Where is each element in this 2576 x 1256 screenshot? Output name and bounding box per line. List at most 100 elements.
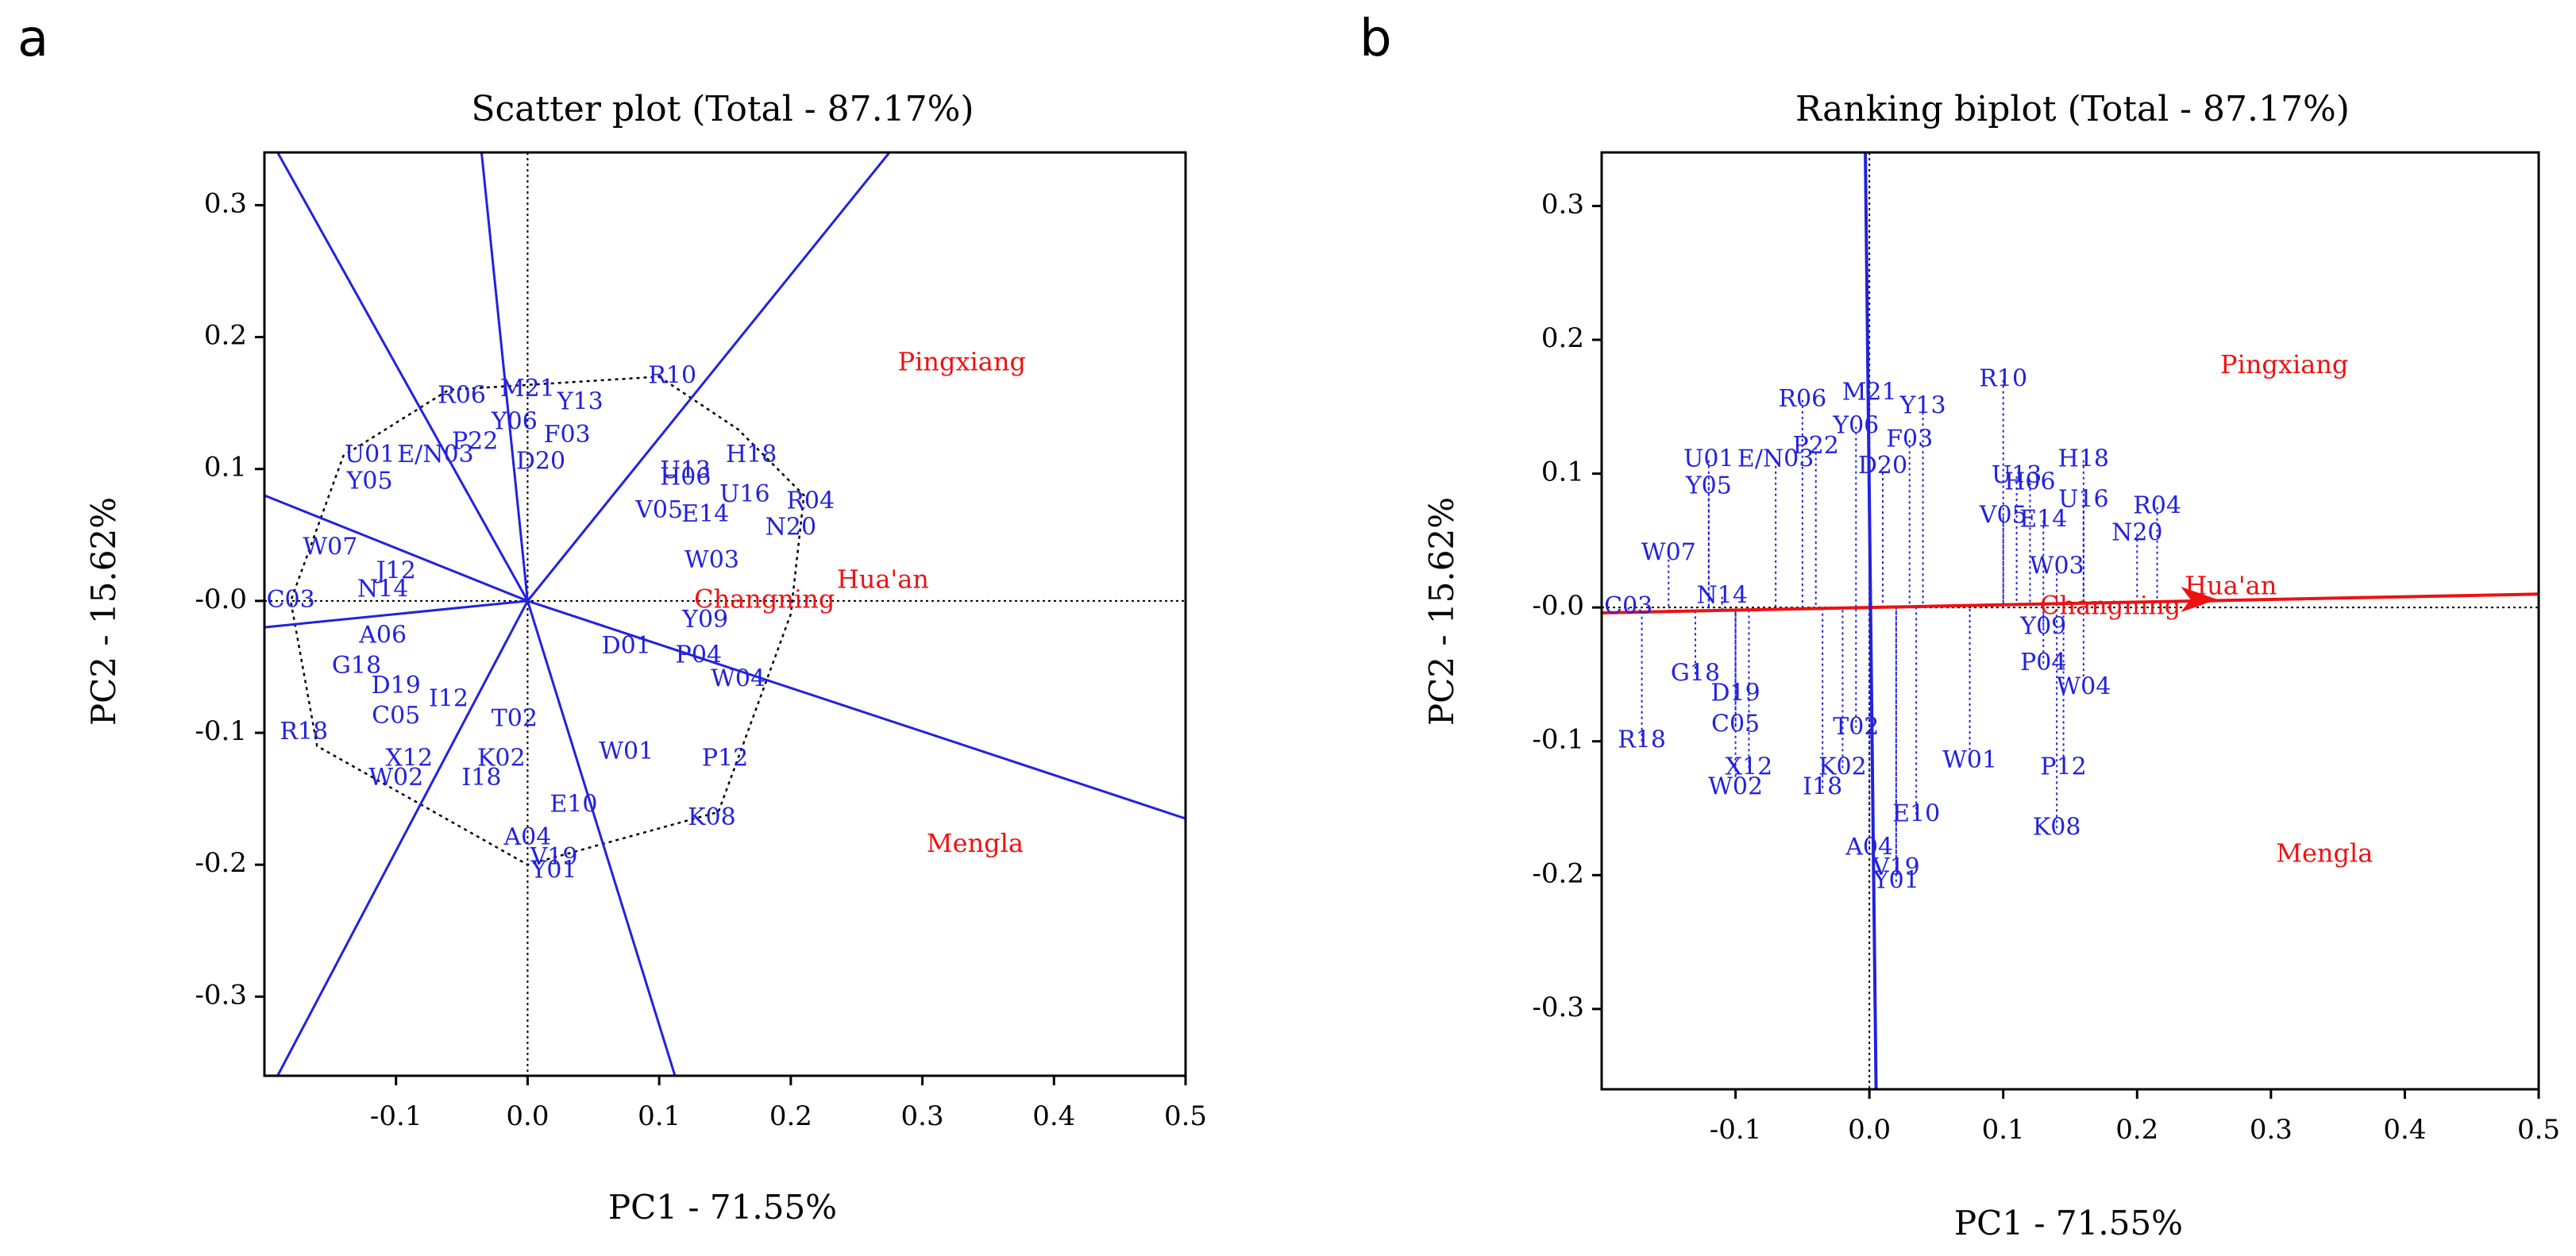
genotype-label-31-a: C05 (372, 702, 420, 730)
x-tick-label-6-a: 0.5 (1164, 1100, 1207, 1132)
genotype-label-35-a: K02 (477, 744, 526, 772)
genotype-label-34-a: W02 (368, 764, 423, 792)
genotype-label-18-a: V05 (634, 496, 683, 524)
genotype-label-3-b: Y13 (1899, 391, 1946, 419)
environment-label-2-a: Changning (694, 584, 835, 614)
genotype-label-12-b: H06 (2004, 468, 2055, 495)
genotype-label-21-b: N14 (1696, 582, 1747, 610)
sector-ray-6-a (264, 494, 528, 603)
x-tick-label-1-b: 0.0 (1848, 1114, 1891, 1146)
genotype-label-8-a: E/N03 (397, 441, 473, 468)
y-tick-label-3-a: -0.0 (195, 584, 247, 615)
genotype-label-41-a: A04 (503, 823, 552, 851)
genotype-label-7-a: U01 (345, 441, 395, 468)
genotype-label-10-b: H18 (2058, 445, 2109, 473)
genotype-label-33-a: X12 (386, 744, 434, 772)
y-tick-label-6-b: -0.3 (1532, 992, 1584, 1023)
x-tick-label-4-b: 0.3 (2250, 1114, 2293, 1146)
y-tick-label-4-b: -0.1 (1532, 724, 1584, 756)
genotype-label-6-b: F03 (1886, 425, 1933, 453)
genotype-label-6-a: F03 (544, 421, 591, 449)
x-tick-label-2-b: 0.1 (1982, 1114, 2025, 1146)
genotype-label-22-b: C03 (1604, 592, 1652, 620)
genotype-label-23-b: G18 (1671, 659, 1720, 687)
genotype-label-20-b: W07 (1641, 539, 1696, 567)
y-tick-label-3-b: -0.0 (1532, 590, 1584, 622)
genotype-label-15-b: N20 (2111, 518, 2162, 546)
sector-ray-5-a (276, 600, 529, 1076)
genotype-label-17-a: E14 (681, 500, 729, 528)
y-axis-label-a: PC2 - 15.62% (84, 497, 123, 726)
panel-letter-a: a (17, 10, 48, 68)
genotype-label-0-a: R10 (648, 361, 696, 389)
genotype-label-2-b: M21 (1842, 378, 1897, 406)
genotype-label-1-a: R06 (438, 381, 486, 409)
genotype-label-13-a: U16 (719, 480, 769, 508)
genotype-label-42-a: V19 (530, 843, 578, 871)
sector-ray-4-a (526, 600, 677, 1076)
genotype-label-27-b: D19 (1710, 680, 1760, 707)
environment-label-1-a: Hua'an (837, 564, 929, 594)
x-tick-label-5-b: 0.4 (2383, 1114, 2426, 1146)
x-axis-label-b: PC1 - 71.55% (1954, 1204, 2183, 1243)
sector-ray-1-a (480, 152, 529, 602)
genotype-label-20-a: W07 (303, 533, 357, 561)
genotype-label-23-a: C03 (267, 586, 315, 614)
genotype-label-45-a: T02 (492, 704, 538, 732)
genotype-label-21-a: J12 (374, 557, 416, 584)
genotype-label-15-a: N20 (765, 514, 816, 541)
x-tick-label-1-a: 0.0 (506, 1100, 549, 1132)
aec-arrowhead-b (2181, 587, 2218, 613)
x-tick-label-0-a: -0.1 (370, 1100, 422, 1132)
x-tick-label-3-a: 0.2 (769, 1100, 812, 1132)
y-tick-label-1-b: 0.2 (1541, 322, 1584, 354)
y-tick-label-6-a: -0.3 (195, 979, 247, 1011)
genotype-label-30-b: X12 (1726, 753, 1773, 780)
genotype-label-35-b: P12 (2040, 753, 2086, 780)
environment-label-3-a: Mengla (927, 828, 1024, 858)
genotype-label-41-b: T02 (1833, 713, 1879, 741)
genotype-label-18-b: V05 (1979, 502, 2027, 530)
chart-title-b: Ranking biplot (Total - 87.17%) (1795, 89, 2350, 129)
genotype-label-24-a: A06 (358, 622, 407, 649)
genotype-label-25-a: G18 (332, 652, 381, 680)
genotype-label-0-b: R10 (1979, 365, 2027, 393)
genotype-label-29-b: R18 (1618, 726, 1666, 754)
genotype-label-36-b: E10 (1892, 799, 1940, 827)
genotype-label-14-b: R04 (2133, 492, 2181, 520)
genotype-label-40-a: K08 (688, 803, 736, 831)
genotype-label-32-a: R18 (280, 718, 328, 746)
genotype-label-37-b: K08 (2033, 813, 2081, 841)
genotype-label-33-b: I18 (1803, 773, 1842, 801)
environment-label-3-b: Mengla (2276, 838, 2373, 869)
genotype-label-29-a: D19 (372, 672, 421, 699)
plot-frame-b (1600, 151, 2540, 1091)
aec-ordinate-b (1864, 152, 1878, 1089)
panel-letter-b: b (1359, 10, 1392, 68)
x-tick-label-6-b: 0.5 (2517, 1114, 2560, 1146)
genotype-label-24-b: Y09 (2019, 612, 2066, 640)
genotype-label-26-a: Y09 (681, 606, 728, 634)
x-tick-label-5-a: 0.4 (1032, 1100, 1075, 1132)
chart-title-a: Scatter plot (Total - 87.17%) (471, 89, 974, 129)
environment-label-1-b: Hua'an (2185, 570, 2277, 600)
sector-ray-2-a (526, 152, 891, 602)
genotype-label-4-b: Y06 (1832, 412, 1879, 440)
x-axis-label-a: PC1 - 71.55% (608, 1188, 837, 1227)
genotype-label-26-b: W04 (2056, 672, 2111, 700)
genotype-label-14-a: R04 (786, 487, 835, 514)
genotype-label-31-b: W02 (1708, 773, 1763, 801)
aec-abscissa-b (1602, 592, 2539, 615)
genotype-label-7-b: U01 (1683, 445, 1733, 473)
genotype-label-39-a: E10 (550, 790, 597, 818)
x-tick-label-0-b: -0.1 (1710, 1114, 1762, 1146)
sector-ray-7-a (264, 599, 528, 629)
genotype-label-25-b: P04 (2020, 649, 2066, 676)
y-tick-label-4-a: -0.1 (195, 715, 247, 747)
x-tick-label-3-b: 0.2 (2115, 1114, 2158, 1146)
x-tick-label-2-a: 0.1 (638, 1100, 681, 1132)
genotype-label-43-a: Y01 (530, 856, 577, 884)
